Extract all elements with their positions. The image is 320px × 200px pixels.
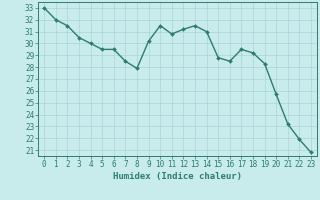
X-axis label: Humidex (Indice chaleur): Humidex (Indice chaleur) — [113, 172, 242, 181]
